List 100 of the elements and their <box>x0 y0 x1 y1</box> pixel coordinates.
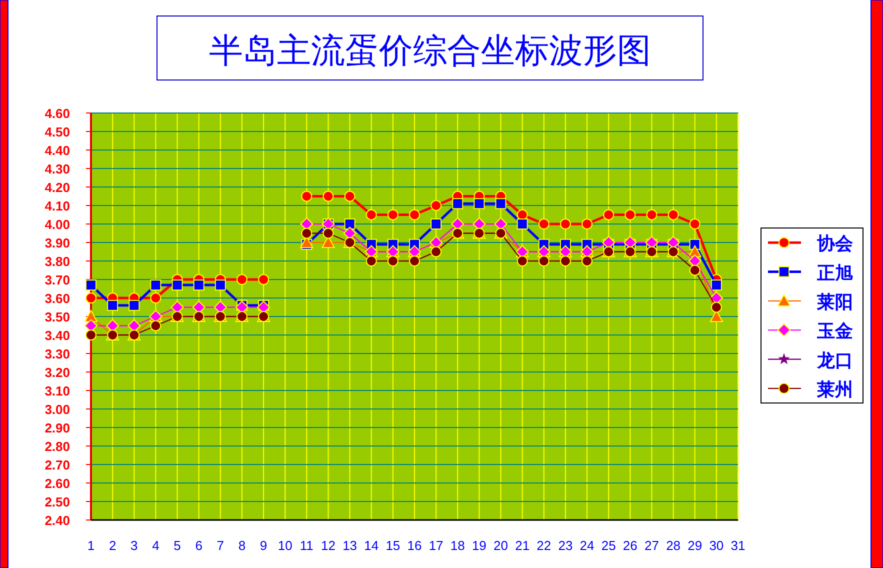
point <box>582 218 593 230</box>
point <box>193 280 204 291</box>
point <box>582 256 593 266</box>
point <box>344 190 356 202</box>
point <box>409 256 420 266</box>
point <box>150 320 162 332</box>
x-tick-label: 20 <box>494 538 508 553</box>
x-tick-label: 31 <box>730 538 746 553</box>
y-tick-label: 2.60 <box>44 476 70 491</box>
y-tick-label: 2.80 <box>44 439 70 454</box>
point <box>710 280 722 291</box>
x-tick-label: 14 <box>364 538 379 553</box>
point <box>472 218 486 230</box>
legend-label: 莱州 <box>816 379 853 400</box>
x-tick-label: 19 <box>472 538 486 553</box>
point <box>409 209 420 220</box>
point <box>495 198 506 210</box>
y-tick-label: 2.40 <box>44 513 70 528</box>
x-tick-label: 1 <box>87 538 95 553</box>
y-tick-label: 4.60 <box>44 106 70 121</box>
point <box>689 264 700 276</box>
x-tick-label: 5 <box>174 538 181 553</box>
y-tick-label: 3.40 <box>44 328 70 343</box>
x-tick-label: 28 <box>666 538 681 553</box>
point <box>322 190 334 202</box>
y-tick-label: 4.50 <box>44 124 70 140</box>
point <box>301 228 312 239</box>
y-tick-label: 3.80 <box>44 254 70 269</box>
point <box>344 218 356 230</box>
x-tick-label: 6 <box>195 538 202 553</box>
x-tick-label: 25 <box>601 538 616 553</box>
y-tick-label: 3.10 <box>44 384 70 398</box>
x-tick-label: 4 <box>152 538 160 553</box>
legend-label: 正旭 <box>816 262 853 284</box>
point <box>214 280 226 291</box>
point <box>322 228 334 239</box>
x-tick-label: 7 <box>216 538 224 553</box>
point <box>516 218 528 230</box>
y-tick-label: 3.00 <box>44 402 70 417</box>
point <box>689 218 700 230</box>
point <box>128 300 140 311</box>
x-tick-label: 12 <box>321 538 336 553</box>
x-tick-label: 2 <box>108 538 116 553</box>
point <box>430 200 442 211</box>
y-tick-label: 4.40 <box>44 143 70 158</box>
point <box>84 310 98 322</box>
x-tick-label: 26 <box>622 538 638 553</box>
y-tick-label: 4.10 <box>44 198 70 214</box>
point <box>430 218 442 230</box>
x-tick-label: 16 <box>407 538 422 553</box>
point <box>474 198 485 210</box>
point <box>107 300 118 311</box>
y-tick-label: 3.60 <box>44 291 70 306</box>
point <box>603 209 614 220</box>
point <box>560 218 571 230</box>
x-tick-label: 11 <box>300 538 314 553</box>
point <box>710 302 722 313</box>
y-tick-label: 4.30 <box>44 162 70 176</box>
point <box>86 330 96 340</box>
point <box>602 236 616 249</box>
point <box>172 280 183 291</box>
x-tick-label: 15 <box>386 538 400 553</box>
point <box>387 209 398 220</box>
point <box>624 236 637 249</box>
y-tick-label: 3.50 <box>44 310 70 324</box>
x-tick-label: 24 <box>580 538 594 553</box>
point <box>150 280 162 291</box>
point <box>538 256 550 266</box>
legend-label: 莱阳 <box>816 292 853 313</box>
point <box>150 292 162 304</box>
point <box>624 209 636 220</box>
y-tick-label: 4.00 <box>44 217 70 232</box>
y-tick-label: 3.20 <box>44 365 70 380</box>
y-tick-label: 4.20 <box>44 180 70 195</box>
point <box>387 256 398 266</box>
x-tick-label: 10 <box>278 538 292 553</box>
point <box>538 218 550 230</box>
x-tick-label: 17 <box>428 538 444 553</box>
point <box>451 218 464 230</box>
point <box>86 280 96 291</box>
point <box>236 274 248 285</box>
chart-title: 半岛主流蛋价综合坐标波形图 <box>209 31 651 71</box>
point <box>646 209 658 220</box>
point <box>688 254 702 268</box>
x-tick-label: 21 <box>515 538 530 553</box>
x-tick-label: 8 <box>238 538 246 553</box>
y-tick-label: 3.90 <box>44 236 70 250</box>
point <box>666 236 680 249</box>
legend-label: 龙口 <box>816 350 853 372</box>
point <box>300 218 314 230</box>
y-tick-label: 2.70 <box>44 458 70 472</box>
point <box>516 256 528 266</box>
x-tick-label: 22 <box>536 538 552 553</box>
x-tick-label: 13 <box>342 538 358 553</box>
y-tick-label: 2.50 <box>44 494 70 510</box>
point <box>366 256 377 266</box>
point <box>301 190 312 202</box>
x-tick-label: 3 <box>130 538 138 553</box>
point <box>668 209 679 220</box>
legend-label: 协会 <box>816 234 854 255</box>
